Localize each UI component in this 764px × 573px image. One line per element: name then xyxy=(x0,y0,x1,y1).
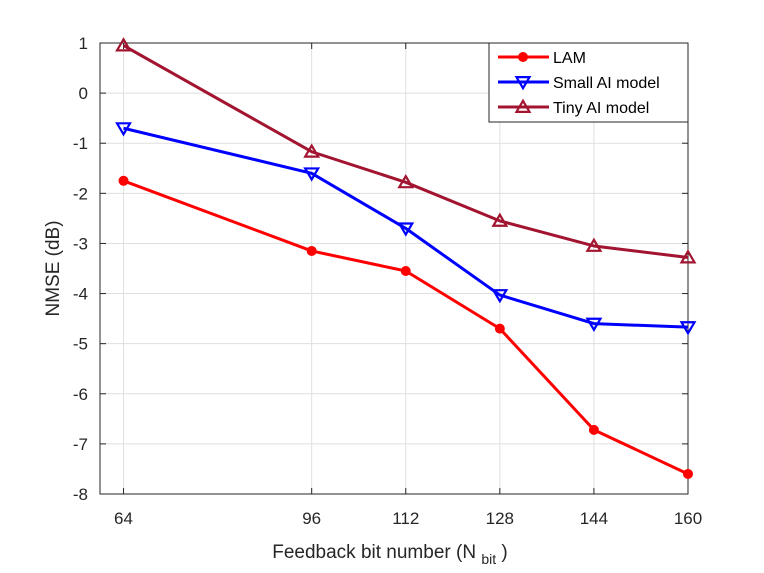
series-lam xyxy=(118,175,693,479)
data-point xyxy=(303,143,321,158)
data-point xyxy=(118,175,129,186)
plot-area-frame xyxy=(99,42,689,495)
legend-items: LAM Small AI model Tiny AI model xyxy=(498,50,660,117)
data-point xyxy=(115,122,132,137)
y-tick-label: -1 xyxy=(73,134,88,153)
data-point xyxy=(491,289,509,304)
data-point xyxy=(306,245,317,256)
y-axis-label: NMSE (dB) xyxy=(43,220,64,316)
series-small-ai-model xyxy=(115,122,697,336)
y-tick-label: 0 xyxy=(79,84,88,103)
y-tick-label: -4 xyxy=(73,285,88,304)
legend-label: Small AI model xyxy=(553,75,660,92)
y-tick-label: -2 xyxy=(73,184,88,203)
data-point xyxy=(679,321,697,336)
tick-labels: 64 96 112 128 144 160 1 0 -1 -2 -3 -4 -5 -6 -7 -8 xyxy=(73,34,702,528)
x-tick-label: 112 xyxy=(392,509,419,528)
y-tick-label: 1 xyxy=(79,34,88,53)
data-point xyxy=(400,266,411,277)
y-tick-label: -6 xyxy=(73,385,88,404)
y-tick-label: -5 xyxy=(73,335,88,354)
y-tick-label: -3 xyxy=(73,234,88,253)
data-point xyxy=(588,424,599,435)
legend-entry: LAM xyxy=(498,50,586,67)
x-tick-label: 96 xyxy=(302,509,321,528)
data-point xyxy=(397,173,415,189)
legend: LAM Small AI model Tiny AI model xyxy=(488,42,689,123)
y-tick-label: -8 xyxy=(73,485,88,504)
data-point xyxy=(491,212,509,227)
x-axis-label-sub: bit xyxy=(481,551,496,567)
data-point xyxy=(585,317,603,332)
x-tick-label: 128 xyxy=(486,509,514,528)
data-point xyxy=(683,468,693,479)
legend-label: LAM xyxy=(553,50,586,67)
data-point xyxy=(585,237,603,252)
x-axis-label: Feedback bit number (N bit ) xyxy=(272,542,508,569)
series-line xyxy=(122,44,689,259)
legend-entry: Small AI model xyxy=(498,75,660,92)
legend-swatch-marker xyxy=(514,98,532,113)
data-point xyxy=(397,222,415,237)
series-tiny-ai-model xyxy=(115,37,697,264)
legend-label: Tiny AI model xyxy=(553,100,649,117)
x-tick-label: 160 xyxy=(674,509,702,528)
x-axis-label-suffix: ) xyxy=(501,542,507,563)
data-point xyxy=(115,37,132,52)
data-point xyxy=(303,167,321,182)
legend-entry: Tiny AI model xyxy=(498,98,649,117)
legend-swatch-marker xyxy=(514,76,532,91)
legend-swatch-marker xyxy=(518,52,528,62)
series-layer xyxy=(115,37,697,479)
x-tick-label: 64 xyxy=(114,509,133,528)
x-tick-label: 144 xyxy=(580,509,608,528)
data-point xyxy=(494,323,505,334)
y-tick-label: -7 xyxy=(73,435,88,454)
series-line xyxy=(123,126,689,329)
x-axis-label-main: Feedback bit number (N xyxy=(272,542,476,563)
data-point xyxy=(679,249,697,264)
series-line xyxy=(122,179,689,476)
